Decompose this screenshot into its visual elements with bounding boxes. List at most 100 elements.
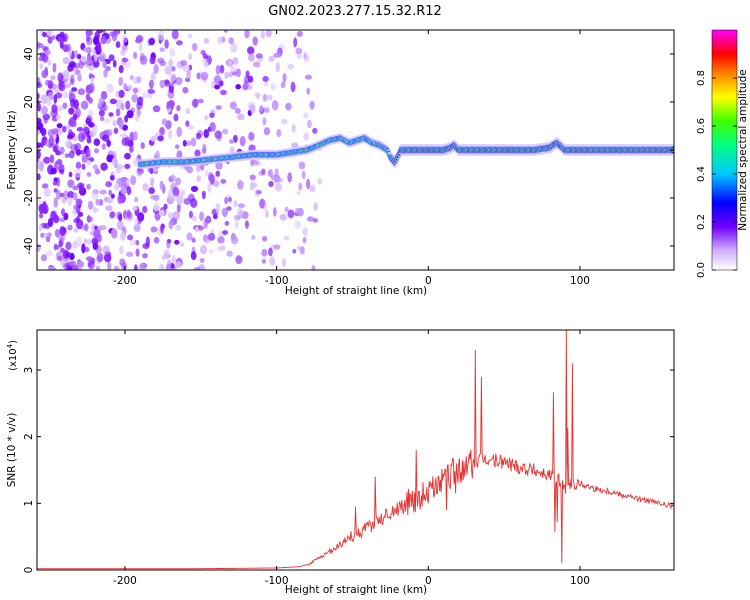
noise-speckle (92, 48, 96, 55)
noise-speckle (290, 81, 296, 93)
noise-speckle (43, 156, 51, 164)
noise-speckle (62, 102, 68, 109)
noise-speckle (113, 265, 120, 270)
noise-speckle (68, 107, 75, 115)
noise-speckle (169, 81, 175, 87)
noise-speckle (237, 113, 245, 121)
noise-speckle (106, 139, 112, 147)
noise-speckle (133, 51, 138, 60)
noise-speckle (61, 197, 68, 204)
noise-speckle (265, 30, 272, 38)
noise-speckle (176, 105, 181, 112)
noise-speckle (70, 122, 77, 128)
noise-speckle (219, 64, 225, 74)
noise-speckle (235, 255, 243, 265)
noise-speckle (284, 206, 289, 213)
noise-speckle (77, 73, 82, 82)
noise-speckle (43, 188, 51, 197)
noise-speckle (226, 250, 233, 257)
noise-speckle (237, 203, 245, 209)
noise-speckle (67, 64, 74, 72)
noise-speckle (245, 70, 250, 78)
noise-speckle (248, 53, 255, 62)
noise-speckle (109, 98, 118, 105)
noise-speckle (85, 152, 91, 158)
noise-speckle (73, 228, 79, 233)
noise-speckle (57, 35, 63, 45)
noise-speckle (72, 264, 79, 270)
noise-speckle (244, 30, 250, 39)
noise-speckle (303, 132, 309, 141)
noise-speckle (230, 43, 238, 53)
noise-speckle (159, 263, 165, 270)
noise-speckle (124, 114, 129, 123)
noise-speckle (98, 54, 105, 61)
noise-speckle (228, 139, 235, 144)
noise-speckle (96, 252, 104, 263)
noise-speckle (77, 261, 85, 268)
noise-speckle (148, 187, 155, 195)
noise-speckle (56, 177, 61, 187)
noise-speckle (296, 190, 301, 196)
noise-speckle (84, 223, 89, 232)
noise-speckle (276, 129, 282, 138)
noise-speckle (98, 97, 104, 106)
noise-speckle (109, 174, 115, 181)
noise-speckle (150, 73, 155, 79)
noise-speckle (305, 178, 311, 190)
spectrogram-x-tick-label: -200 (113, 275, 137, 287)
noise-speckle (85, 93, 91, 101)
noise-speckle (38, 56, 44, 62)
noise-speckle (76, 215, 81, 224)
noise-speckle (40, 105, 48, 115)
noise-speckle (228, 71, 233, 78)
noise-speckle (75, 198, 83, 206)
noise-speckle (119, 177, 128, 189)
noise-speckle (86, 136, 92, 144)
noise-speckle (142, 205, 148, 214)
noise-speckle (83, 238, 88, 244)
noise-speckle (103, 69, 108, 78)
noise-speckle (204, 115, 209, 121)
noise-speckle (203, 128, 210, 139)
noise-speckle (55, 149, 61, 156)
noise-speckle (107, 261, 112, 270)
colorbar-tick-label: 0.0 (696, 262, 707, 278)
noise-speckle (187, 33, 193, 39)
noise-speckle (64, 153, 70, 158)
noise-speckle (142, 92, 149, 99)
noise-speckle (105, 205, 113, 211)
spectrogram-y-tick-label: -20 (23, 189, 35, 206)
noise-speckle (255, 190, 263, 195)
snr-y-tick-label: 0 (23, 567, 35, 574)
noise-speckle (39, 141, 44, 148)
noise-speckle (110, 228, 118, 239)
noise-speckle (126, 109, 134, 119)
noise-speckle (140, 142, 145, 150)
noise-speckle (220, 179, 227, 184)
noise-speckle (93, 148, 99, 154)
noise-speckle (40, 232, 45, 238)
noise-speckle (74, 62, 81, 69)
noise-speckle (166, 238, 172, 244)
noise-speckle (169, 48, 176, 57)
noise-speckle (213, 75, 222, 84)
noise-speckle (130, 175, 137, 186)
noise-speckle (39, 212, 44, 219)
noise-speckle (37, 121, 44, 131)
noise-speckle (209, 112, 215, 119)
noise-speckle (148, 37, 156, 46)
snr-frame (36, 329, 675, 571)
noise-speckle (83, 126, 90, 134)
noise-speckle (117, 194, 123, 205)
noise-speckle (90, 76, 95, 84)
colorbar: 0.0 0.2 0.4 0.6 0.8 Normalized spectral ampl… (696, 29, 749, 278)
noise-speckle (85, 256, 93, 261)
noise-speckle (113, 127, 119, 134)
noise-speckle (139, 54, 148, 65)
noise-speckle (259, 198, 266, 209)
noise-speckle (157, 30, 165, 41)
noise-speckle (42, 31, 47, 38)
noise-speckle (215, 105, 223, 110)
